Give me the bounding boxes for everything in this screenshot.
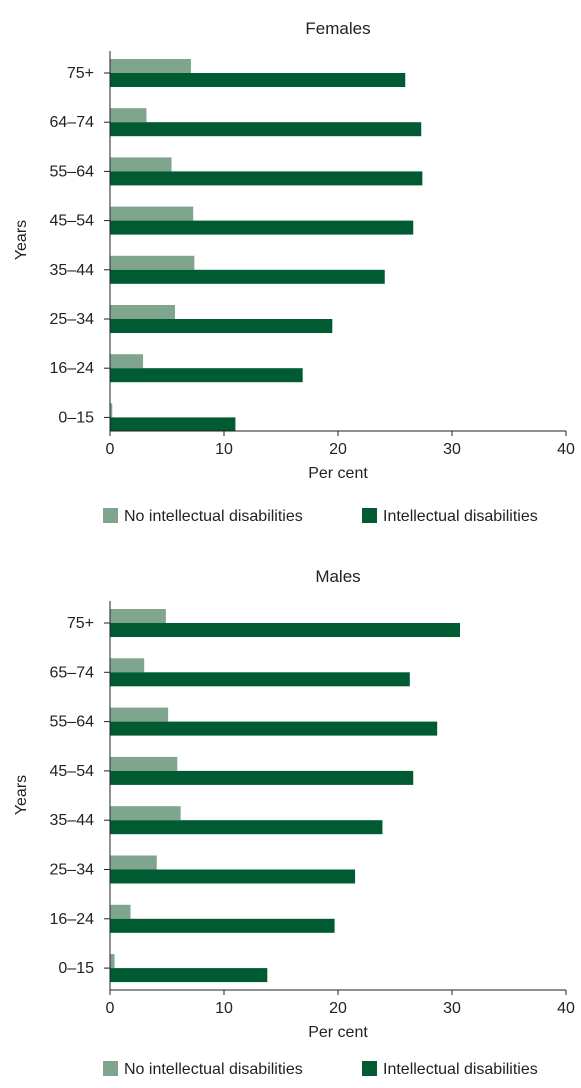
- y-tick-label: 16–24: [50, 360, 95, 377]
- bar-intellectual-disabilities: [110, 721, 438, 736]
- y-tick-label: 0–15: [58, 409, 94, 426]
- bar-no-intellectual-disabilities: [110, 658, 145, 673]
- chart-title: Males: [315, 567, 360, 586]
- bar-intellectual-disabilities: [110, 623, 460, 637]
- bar-no-intellectual-disabilities: [110, 707, 169, 722]
- x-tick-label: 40: [557, 1000, 575, 1017]
- x-tick-label: 30: [443, 441, 461, 458]
- bar-no-intellectual-disabilities: [110, 954, 115, 969]
- bar-intellectual-disabilities: [110, 417, 236, 432]
- y-tick-label: 45–54: [50, 213, 95, 230]
- y-tick-label: 16–24: [50, 911, 95, 928]
- males-panel: Males 75+ 65–74 55–64 45–54 35–44 25–34 16–24 0–…: [13, 567, 575, 1078]
- y-axis-label: Years: [13, 220, 30, 260]
- bar-intellectual-disabilities: [110, 73, 406, 87]
- bar-no-intellectual-disabilities: [110, 206, 194, 221]
- y-tick-label: 25–34: [50, 311, 95, 328]
- bar-no-intellectual-disabilities: [110, 806, 181, 821]
- bar-intellectual-disabilities: [110, 869, 356, 884]
- bar-intellectual-disabilities: [110, 968, 268, 983]
- x-tick-label: 40: [557, 441, 575, 458]
- bar-no-intellectual-disabilities: [110, 855, 157, 870]
- bar-no-intellectual-disabilities: [110, 354, 144, 369]
- x-tick-label: 20: [329, 1000, 347, 1017]
- legend-swatch-intellectual-disabilities: [362, 1061, 377, 1076]
- legend-label-intellectual-disabilities: Intellectual disabilities: [383, 1061, 538, 1078]
- y-tick-label: 75+: [67, 615, 94, 632]
- legend-label-no-intellectual-disabilities: No intellectual disabilities: [124, 1061, 303, 1078]
- bar-intellectual-disabilities: [110, 368, 303, 383]
- bar-intellectual-disabilities: [110, 918, 335, 933]
- x-axis-label: Per cent: [308, 465, 368, 482]
- legend-swatch-no-intellectual-disabilities: [103, 508, 118, 523]
- bar-no-intellectual-disabilities: [110, 609, 166, 623]
- y-tick-label: 0–15: [58, 960, 94, 977]
- y-tick-label: 65–74: [50, 664, 95, 681]
- chart-title: Females: [305, 19, 370, 38]
- legend-label-intellectual-disabilities: Intellectual disabilities: [383, 508, 538, 525]
- x-tick-label: 0: [106, 1000, 115, 1017]
- bar-intellectual-disabilities: [110, 319, 333, 333]
- bar-intellectual-disabilities: [110, 672, 410, 687]
- bar-no-intellectual-disabilities: [110, 157, 172, 172]
- x-tick-label: 0: [106, 441, 115, 458]
- bar-intellectual-disabilities: [110, 269, 385, 284]
- y-tick-label: 55–64: [50, 714, 95, 731]
- y-tick-label: 75+: [67, 65, 94, 82]
- x-tick-label: 20: [329, 441, 347, 458]
- x-tick-label: 10: [215, 441, 233, 458]
- bar-no-intellectual-disabilities: [110, 756, 178, 771]
- bar-no-intellectual-disabilities: [110, 904, 131, 919]
- legend-swatch-no-intellectual-disabilities: [103, 1061, 118, 1076]
- bar-intellectual-disabilities: [110, 820, 383, 835]
- bar-intellectual-disabilities: [110, 122, 422, 137]
- y-tick-label: 64–74: [50, 114, 95, 131]
- bar-no-intellectual-disabilities: [110, 255, 195, 270]
- bar-no-intellectual-disabilities: [110, 305, 175, 319]
- x-tick-label: 30: [443, 1000, 461, 1017]
- y-axis-label: Years: [13, 775, 30, 815]
- bar-no-intellectual-disabilities: [110, 108, 147, 123]
- y-tick-label: 35–44: [50, 262, 95, 279]
- y-tick-label: 35–44: [50, 812, 95, 829]
- bar-no-intellectual-disabilities: [110, 59, 191, 73]
- bar-intellectual-disabilities: [110, 171, 423, 186]
- legend-swatch-intellectual-disabilities: [362, 508, 377, 523]
- x-tick-label: 10: [215, 1000, 233, 1017]
- bar-intellectual-disabilities: [110, 770, 414, 785]
- y-tick-label: 45–54: [50, 763, 95, 780]
- x-axis-label: Per cent: [308, 1024, 368, 1041]
- bar-intellectual-disabilities: [110, 220, 414, 235]
- legend-label-no-intellectual-disabilities: No intellectual disabilities: [124, 508, 303, 525]
- bar-no-intellectual-disabilities: [110, 403, 113, 418]
- y-tick-label: 25–34: [50, 862, 95, 879]
- females-panel: Females 75+ 64–74 55–64 45–54 35–44 25–34 16–24…: [13, 19, 575, 525]
- y-tick-label: 55–64: [50, 163, 95, 180]
